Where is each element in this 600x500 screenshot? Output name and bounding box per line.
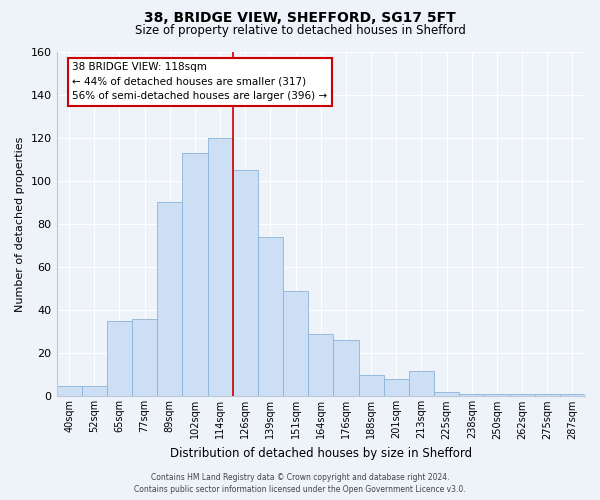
Bar bbox=[283, 291, 308, 397]
Bar bbox=[308, 334, 334, 396]
Bar bbox=[233, 170, 258, 396]
Bar bbox=[383, 379, 409, 396]
Bar bbox=[258, 237, 283, 396]
Bar bbox=[157, 202, 182, 396]
Bar bbox=[409, 370, 434, 396]
Bar bbox=[509, 394, 535, 396]
Bar bbox=[334, 340, 359, 396]
Bar bbox=[182, 153, 208, 396]
Bar bbox=[359, 375, 383, 396]
Y-axis label: Number of detached properties: Number of detached properties bbox=[15, 136, 25, 312]
Bar bbox=[560, 394, 585, 396]
Bar bbox=[535, 394, 560, 396]
Text: Contains HM Land Registry data © Crown copyright and database right 2024.
Contai: Contains HM Land Registry data © Crown c… bbox=[134, 472, 466, 494]
X-axis label: Distribution of detached houses by size in Shefford: Distribution of detached houses by size … bbox=[170, 447, 472, 460]
Bar bbox=[208, 138, 233, 396]
Bar bbox=[107, 321, 132, 396]
Bar bbox=[82, 386, 107, 396]
Bar bbox=[434, 392, 459, 396]
Bar bbox=[459, 394, 484, 396]
Text: 38, BRIDGE VIEW, SHEFFORD, SG17 5FT: 38, BRIDGE VIEW, SHEFFORD, SG17 5FT bbox=[144, 11, 456, 25]
Text: 38 BRIDGE VIEW: 118sqm
← 44% of detached houses are smaller (317)
56% of semi-de: 38 BRIDGE VIEW: 118sqm ← 44% of detached… bbox=[73, 62, 328, 102]
Bar bbox=[484, 394, 509, 396]
Bar bbox=[132, 319, 157, 396]
Text: Size of property relative to detached houses in Shefford: Size of property relative to detached ho… bbox=[134, 24, 466, 37]
Bar bbox=[56, 386, 82, 396]
